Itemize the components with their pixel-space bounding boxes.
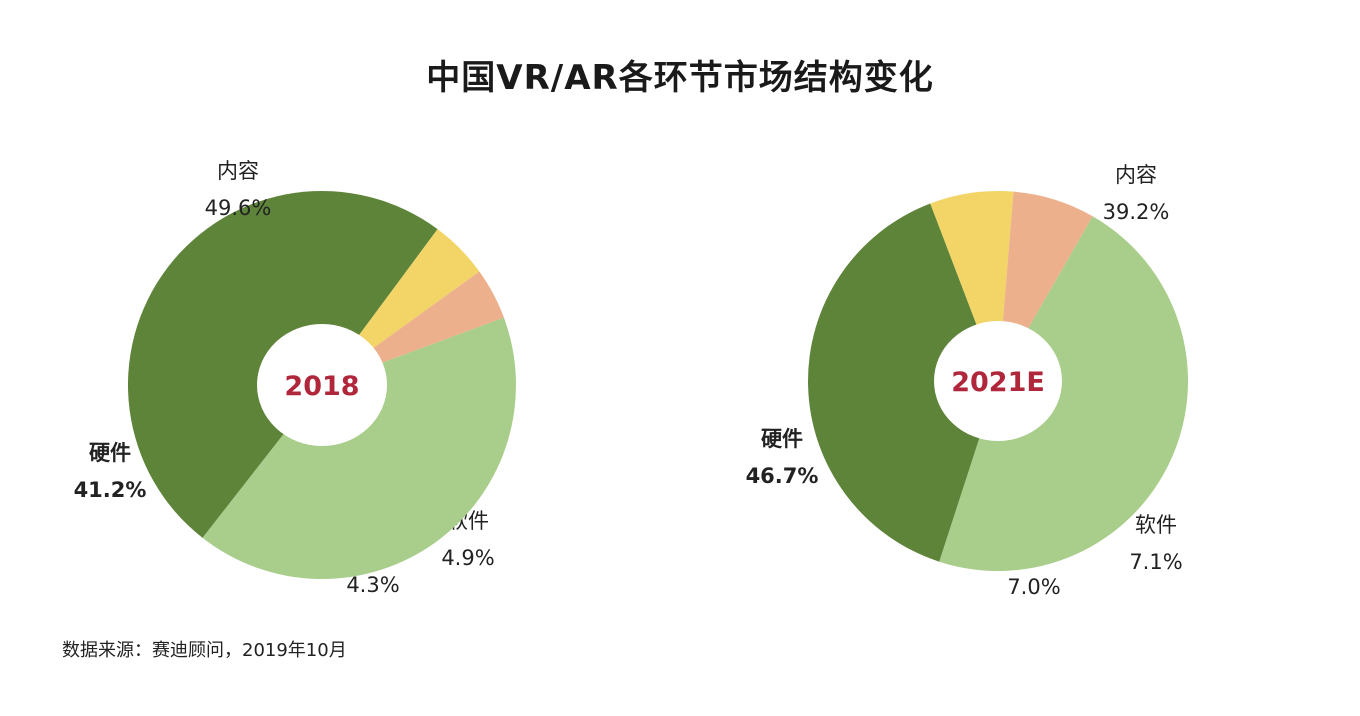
slice-value-服务: 7.0% (1007, 575, 1060, 599)
slice-value-服务: 4.3% (346, 573, 399, 597)
slice-value-硬件: 41.2% (74, 478, 147, 502)
slice-value-内容: 49.6% (205, 196, 272, 220)
slice-label-硬件: 硬件 (89, 441, 131, 465)
slice-label-软件: 软件 (1135, 513, 1177, 537)
pie-center-label: 2018 (284, 371, 359, 402)
chart-title: 中国VR/AR各环节市场结构变化 (426, 58, 934, 98)
pie-center-label: 2021E (951, 367, 1045, 398)
source-note: 数据来源：赛迪顾问，2019年10月 (62, 640, 347, 661)
pie-center-hole (257, 324, 387, 446)
pie-slice-硬件 (202, 317, 517, 579)
slice-value-内容: 39.2% (1103, 200, 1170, 224)
slice-label-内容: 内容 (217, 159, 259, 183)
pie-slice-内容 (808, 203, 998, 562)
slice-value-软件: 4.9% (441, 546, 494, 570)
pie-center-hole (934, 321, 1062, 441)
pie-slice-硬件 (939, 216, 1188, 571)
slice-label-硬件: 硬件 (761, 427, 803, 451)
slice-value-软件: 7.1% (1129, 550, 1182, 574)
slice-label-内容: 内容 (1115, 163, 1157, 187)
slice-value-硬件: 46.7% (746, 464, 819, 488)
